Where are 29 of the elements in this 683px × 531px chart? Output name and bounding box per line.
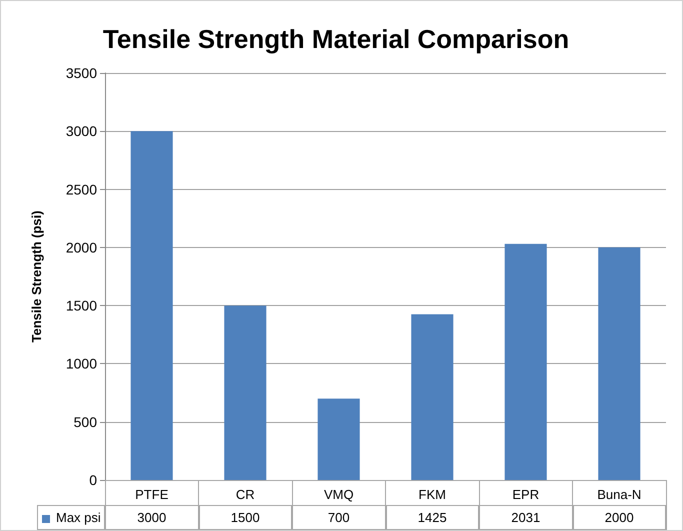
y-tick-label: 500 <box>74 414 98 430</box>
chart-title: Tensile Strength Material Comparison <box>102 24 570 54</box>
y-tick-label: 1000 <box>66 356 98 372</box>
data-label: 1500 <box>198 505 292 530</box>
y-tick-label: 2500 <box>66 181 98 198</box>
bar <box>130 131 173 480</box>
x-tick-label: EPR <box>512 487 540 502</box>
x-tick-label: VMQ <box>324 487 354 502</box>
x-tick-label: CR <box>236 487 255 502</box>
bar <box>504 244 547 480</box>
y-tick-label: 0 <box>89 472 98 488</box>
y-tick-label: 3500 <box>66 65 98 81</box>
data-label: 1425 <box>386 505 479 530</box>
y-tick-label: 3000 <box>66 123 98 140</box>
legend-label: Max psi <box>56 510 101 525</box>
bar <box>318 398 360 480</box>
x-tick-label: PTFE <box>135 487 169 502</box>
y-tick-label: 1500 <box>66 298 98 314</box>
bar <box>598 247 640 480</box>
x-tick-label: Buna-N <box>597 487 642 502</box>
data-label: 700 <box>292 505 386 530</box>
data-label: 2000 <box>572 505 666 530</box>
x-tick-label: FKM <box>418 487 446 502</box>
y-axis-title: Tensile Strength (psi) <box>29 210 44 342</box>
data-label: 3000 <box>105 505 198 530</box>
data-label: 2031 <box>479 505 572 530</box>
y-tick-label: 2000 <box>66 239 98 256</box>
bar <box>224 306 266 480</box>
bar <box>411 314 454 480</box>
